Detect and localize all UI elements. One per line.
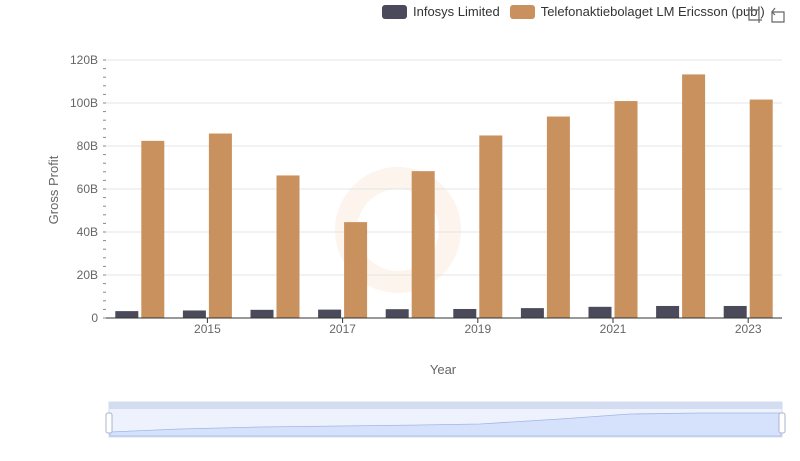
- bar-ericsson-2020[interactable]: [546, 116, 570, 318]
- bar-infosys-2015[interactable]: [182, 310, 206, 318]
- bar-ericsson-2015[interactable]: [208, 133, 232, 318]
- y-tick-label: 120B: [70, 53, 98, 67]
- bar-infosys-2016[interactable]: [250, 309, 274, 318]
- bar-ericsson-2019[interactable]: [479, 135, 503, 318]
- legend-item-infosys[interactable]: Infosys Limited: [382, 4, 500, 19]
- legend-swatch-infosys: [382, 4, 407, 19]
- data-zoom-right-handle[interactable]: [778, 412, 786, 434]
- x-tick-label: 2015: [194, 322, 221, 336]
- x-axis-label: Year: [430, 362, 457, 377]
- bar-infosys-2022[interactable]: [656, 305, 680, 318]
- y-tick-label: 80B: [77, 139, 98, 153]
- x-axis: 2015 2017 2019 2021 2023: [106, 317, 782, 336]
- y-tick-label: 0: [91, 311, 98, 325]
- x-tick-label: 2023: [735, 322, 762, 336]
- data-zoom-slider[interactable]: [105, 401, 786, 438]
- bar-ericsson-2017[interactable]: [344, 222, 368, 318]
- legend-item-ericsson[interactable]: Telefonaktiebolaget LM Ericsson (publ): [509, 4, 765, 19]
- bar-infosys-2014[interactable]: [115, 311, 139, 318]
- x-tick-label: 2021: [600, 322, 627, 336]
- legend-label-infosys: Infosys Limited: [413, 4, 500, 19]
- y-tick-label: 60B: [77, 182, 98, 196]
- bar-infosys-2019[interactable]: [453, 308, 477, 318]
- y-tick-label: 20B: [77, 268, 98, 282]
- data-zoom-left-handle[interactable]: [105, 412, 113, 434]
- data-zoom-top-bar[interactable]: [109, 402, 782, 409]
- data-zoom-preview-area: [109, 412, 782, 437]
- bar-infosys-2020[interactable]: [520, 308, 544, 318]
- bar-ericsson-2022[interactable]: [682, 74, 706, 318]
- bar-ericsson-2018[interactable]: [411, 171, 435, 318]
- bars: [115, 74, 773, 318]
- bar-ericsson-2016[interactable]: [276, 175, 300, 318]
- legend-label-ericsson: Telefonaktiebolaget LM Ericsson (publ): [540, 4, 765, 19]
- bar-infosys-2017[interactable]: [318, 309, 342, 318]
- legend: Infosys Limited Telefonaktiebolaget LM E…: [382, 4, 775, 19]
- restore-icon[interactable]: [769, 6, 787, 24]
- zoom-icon[interactable]: [745, 6, 763, 24]
- legend-swatch-ericsson: [509, 4, 535, 19]
- bar-infosys-2023[interactable]: [723, 305, 747, 318]
- y-axis: 0 20B 40B 60B 80B 100B 120B: [70, 53, 106, 325]
- bar-infosys-2018[interactable]: [385, 309, 409, 318]
- y-tick-label: 40B: [77, 225, 98, 239]
- bar-ericsson-2023[interactable]: [749, 99, 773, 318]
- x-tick-label: 2019: [464, 322, 491, 336]
- bar-infosys-2021[interactable]: [588, 306, 612, 318]
- toolbox: [745, 6, 787, 24]
- bar-ericsson-2021[interactable]: [614, 101, 638, 318]
- x-tick-label: 2017: [329, 322, 356, 336]
- bar-ericsson-2014[interactable]: [141, 140, 165, 318]
- y-axis-label: Gross Profit: [46, 155, 61, 224]
- y-tick-label: 100B: [70, 96, 98, 110]
